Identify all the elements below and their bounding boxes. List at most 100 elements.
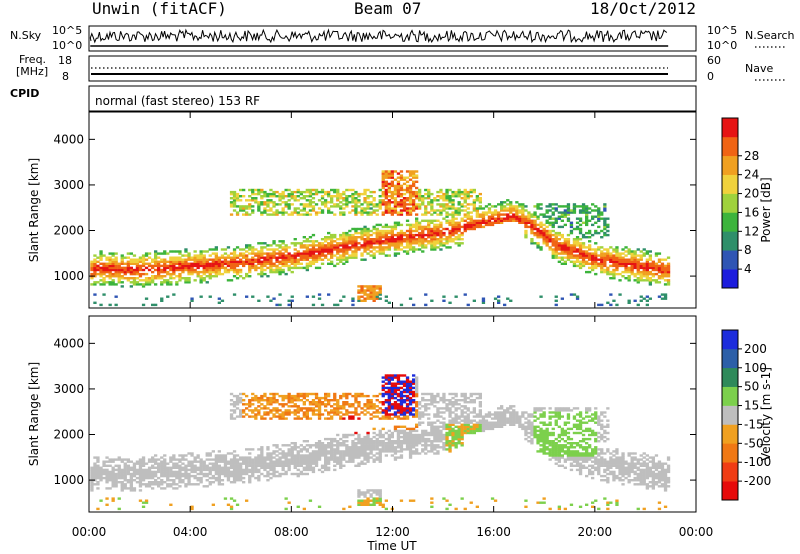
- power-cell: [175, 281, 179, 284]
- velocity-cell: [317, 415, 322, 418]
- velocity-cell: [314, 444, 319, 447]
- velocity-cell: [108, 487, 112, 490]
- power-cell: [551, 203, 555, 206]
- power-cell: [354, 231, 358, 235]
- velocity-cell: [296, 468, 300, 472]
- velocity-cell: [336, 411, 340, 414]
- velocity-cell: [372, 501, 376, 504]
- velocity-cell: [302, 460, 306, 463]
- power-cell: [372, 199, 376, 202]
- velocity-cell: [390, 384, 394, 387]
- power-cell: [557, 246, 561, 249]
- power-cell: [633, 262, 637, 265]
- power-cell: [387, 170, 391, 173]
- velocity-cell: [281, 460, 285, 463]
- power-cell: [442, 242, 446, 245]
- power-cell: [484, 213, 489, 216]
- power-cell: [232, 256, 237, 259]
- power-cell: [336, 248, 340, 251]
- power-cell: [430, 240, 434, 243]
- power-cell: [551, 256, 555, 259]
- velocity-cell: [345, 444, 349, 447]
- power-cell: [381, 201, 385, 204]
- velocity-cell: [281, 417, 285, 420]
- power-cell: [557, 225, 561, 229]
- velocity-cell: [93, 470, 97, 474]
- power-cell: [302, 236, 306, 239]
- velocity-cell: [235, 466, 240, 469]
- power-cell: [314, 250, 319, 253]
- power-cell: [381, 211, 385, 214]
- power-cell: [351, 240, 355, 243]
- velocity-cell: [363, 444, 367, 447]
- power-cell: [311, 207, 316, 210]
- power-cell: [424, 211, 428, 214]
- velocity-cell: [220, 454, 225, 457]
- velocity-cell: [342, 405, 346, 408]
- velocity-cell: [372, 442, 376, 445]
- power-cell: [169, 283, 173, 286]
- power-cell: [427, 219, 431, 222]
- power-cell: [463, 201, 467, 204]
- power-cell: [184, 258, 188, 261]
- velocity-cell: [333, 456, 337, 459]
- velocity-cell: [324, 456, 328, 459]
- velocity-cell: [138, 472, 143, 476]
- power-cell: [175, 256, 179, 259]
- power-cell: [369, 285, 373, 288]
- power-cell: [178, 266, 182, 270]
- velocity-cell: [245, 462, 249, 465]
- velocity-cell: [351, 417, 355, 420]
- power-cell: [269, 195, 273, 198]
- velocity-cell: [284, 458, 288, 461]
- velocity-cell: [336, 452, 340, 455]
- power-cell: [600, 262, 604, 265]
- velocity-cell: [393, 384, 398, 387]
- velocity-cell: [330, 444, 334, 447]
- velocity-cell: [287, 460, 291, 463]
- velocity-cell: [408, 409, 413, 412]
- velocity-cell: [342, 394, 346, 398]
- power-cell: [378, 291, 382, 294]
- power-cell: [442, 209, 446, 212]
- velocity-cell: [348, 448, 352, 451]
- velocity-cell: [375, 452, 379, 455]
- velocity-cell: [384, 392, 388, 396]
- power-cell: [415, 233, 419, 237]
- velocity-cell: [412, 427, 416, 431]
- velocity-cell: [327, 399, 331, 402]
- velocity-cell: [293, 409, 297, 412]
- velocity-cell: [120, 481, 124, 484]
- cpid-label: CPID: [10, 87, 40, 100]
- power-cell: [606, 268, 610, 272]
- power-cell: [263, 258, 267, 261]
- velocity-cell: [339, 454, 343, 457]
- power-cell: [351, 297, 355, 300]
- power-cell: [575, 256, 580, 259]
- power-cell: [433, 238, 437, 241]
- velocity-cell: [408, 448, 413, 451]
- power-cell: [223, 256, 228, 259]
- power-cell: [633, 258, 637, 261]
- velocity-cell: [427, 403, 431, 406]
- power-cell: [120, 258, 124, 261]
- power-cell: [296, 242, 300, 245]
- velocity-cell: [342, 507, 346, 511]
- power-cell: [345, 197, 349, 200]
- power-cell: [387, 203, 391, 206]
- power-cell: [96, 264, 100, 268]
- velocity-cell: [284, 444, 288, 447]
- power-cell: [345, 250, 349, 253]
- power-cell: [572, 293, 577, 296]
- power-cell: [408, 211, 413, 214]
- velocity-cell: [293, 448, 297, 451]
- power-cell: [542, 240, 546, 243]
- power-cell: [287, 188, 291, 192]
- power-cell: [372, 231, 376, 235]
- velocity-cell: [405, 378, 410, 381]
- power-cell: [387, 240, 391, 243]
- power-cell: [217, 256, 221, 259]
- power-cell: [169, 281, 173, 284]
- power-cell: [430, 219, 434, 222]
- power-cell: [563, 250, 567, 253]
